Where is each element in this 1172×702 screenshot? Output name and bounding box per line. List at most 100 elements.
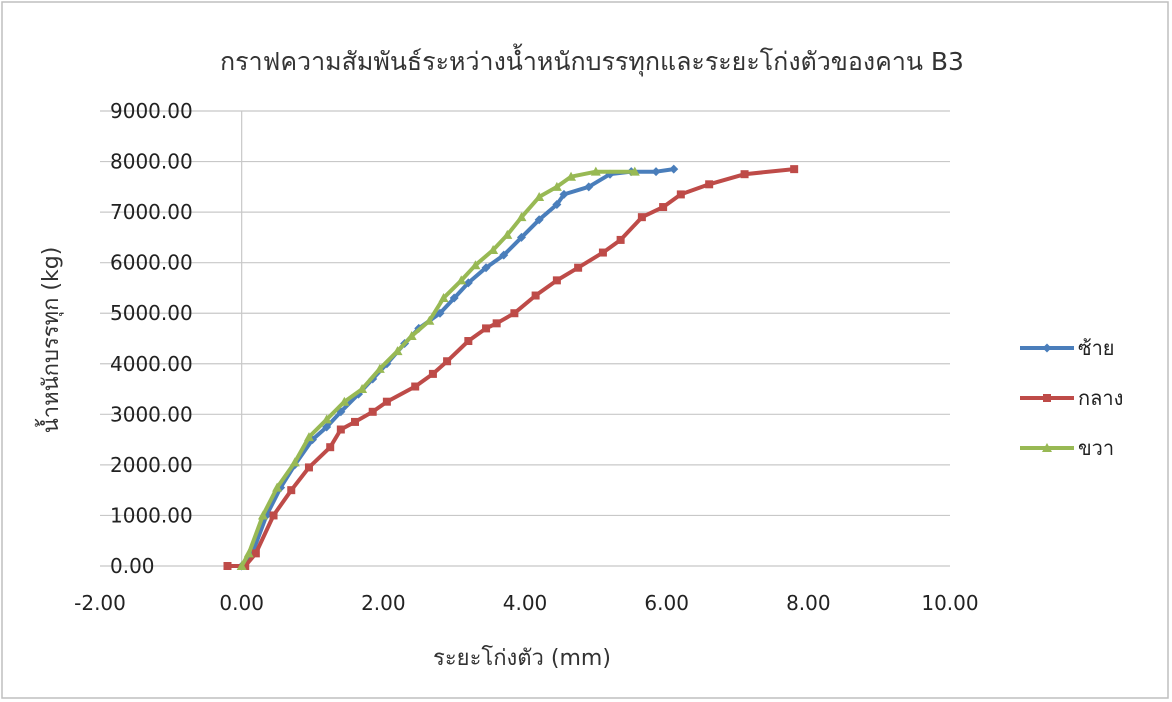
data-point (449, 293, 459, 303)
y-tick-label: 1000.00 (110, 503, 193, 527)
data-point (566, 171, 577, 181)
data-point (287, 486, 296, 495)
data-point (531, 291, 540, 300)
chart-title: กราฟความสัมพันธ์ระหว่างน้ำหนักบรรทุกและร… (220, 43, 964, 77)
data-point (510, 309, 519, 318)
data-point (257, 510, 268, 520)
legend-item: กลาง (1020, 386, 1123, 410)
data-point (659, 203, 668, 212)
data-point (534, 191, 545, 201)
data-point (443, 357, 452, 366)
data-point (351, 417, 359, 426)
series-1 (237, 164, 679, 571)
data-point (269, 511, 278, 520)
y-tick-label: 4000.00 (110, 352, 193, 376)
x-tick-label: 0.00 (219, 591, 264, 615)
data-point (428, 369, 437, 378)
y-tick-label: 9000.00 (110, 99, 193, 123)
x-tick-label: 4.00 (503, 591, 548, 615)
data-point (303, 432, 314, 442)
data-point (424, 315, 435, 325)
data-point (321, 414, 332, 424)
data-point (438, 293, 449, 303)
y-tick-label: 0.00 (110, 554, 155, 578)
y-tick-label: 5000.00 (110, 301, 193, 325)
x-tick-label: 10.00 (921, 591, 978, 615)
data-point (534, 215, 544, 225)
x-tick-label: 6.00 (644, 591, 689, 615)
data-point (482, 324, 491, 333)
data-point (616, 235, 625, 244)
data-point (552, 276, 561, 285)
series-line (239, 169, 635, 567)
data-point (374, 363, 385, 373)
y-tick-label: 2000.00 (110, 453, 193, 477)
series-3 (236, 166, 640, 570)
legend-marker (1043, 394, 1051, 402)
data-point (559, 189, 569, 199)
data-point (470, 260, 481, 270)
data-point (251, 549, 260, 558)
data-point (223, 562, 232, 570)
legend-label: ขวา (1078, 436, 1114, 460)
data-point (456, 275, 467, 285)
legend-label: กลาง (1078, 386, 1123, 410)
gridlines (100, 110, 950, 567)
legend-marker (1042, 343, 1052, 353)
data-point (552, 200, 562, 210)
data-point (574, 263, 583, 272)
data-point (304, 463, 313, 472)
data-point (790, 165, 799, 174)
y-tick-label: 6000.00 (110, 251, 193, 275)
legend-label: ซ้าย (1078, 336, 1115, 360)
data-point (322, 422, 332, 432)
series-2 (223, 165, 799, 570)
data-point (705, 180, 714, 189)
plot-area (223, 164, 799, 571)
y-tick-label: 8000.00 (110, 150, 193, 174)
x-axis: -2.00 0.00 2.00 4.00 6.00 8.00 10.00 (74, 591, 979, 615)
data-point (243, 548, 254, 558)
data-point (463, 278, 473, 288)
data-point (411, 382, 420, 391)
y-axis: 0.00 1000.00 2000.00 3000.00 4000.00 5000.00 6… (110, 99, 243, 578)
data-point (326, 443, 335, 452)
data-point (339, 396, 350, 406)
y-tick-label: 3000.00 (110, 402, 193, 426)
data-point (502, 229, 513, 239)
data-point (236, 561, 247, 570)
data-point (676, 190, 685, 199)
data-point (481, 263, 491, 273)
x-axis-label: ระยะโก่งตัว (mm) (433, 645, 611, 671)
data-point (357, 384, 368, 394)
data-point (740, 170, 749, 179)
legend-item: ขวา (1020, 436, 1114, 460)
data-point (516, 212, 527, 222)
y-tick-label: 7000.00 (110, 200, 193, 224)
x-tick-label: -2.00 (74, 591, 126, 615)
x-tick-label: 8.00 (786, 591, 831, 615)
data-point (651, 167, 661, 177)
data-point (584, 182, 594, 192)
y-axis-label: น้ำหนักบรรทุก (kg) (35, 247, 64, 434)
data-point (551, 181, 562, 191)
data-point (488, 245, 499, 255)
data-point (598, 248, 607, 257)
data-point (241, 562, 250, 570)
data-point (368, 407, 377, 416)
data-point (499, 250, 509, 260)
data-point (272, 482, 283, 492)
legend-item: ซ้าย (1020, 336, 1115, 360)
data-point (637, 213, 646, 222)
series-line (240, 167, 675, 568)
data-point (669, 164, 679, 174)
data-point (336, 425, 345, 434)
data-point (629, 166, 640, 176)
data-point (392, 346, 403, 356)
data-point (464, 337, 473, 346)
data-point (492, 319, 501, 328)
